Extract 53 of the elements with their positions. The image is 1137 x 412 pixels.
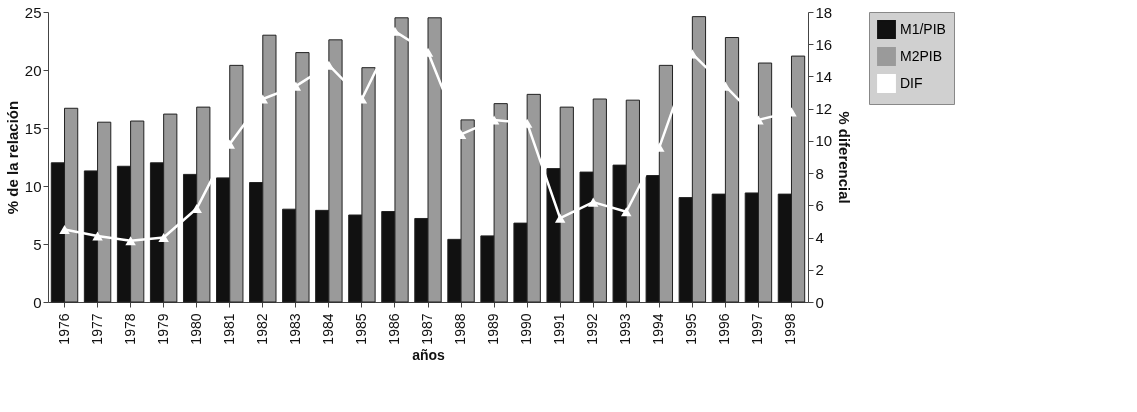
point xyxy=(125,236,136,246)
y-tick-label: 5 xyxy=(33,235,42,253)
x-tick-label: 1980 xyxy=(187,313,204,345)
y2-tick-label: 12 xyxy=(815,100,833,118)
y-tick-label: 0 xyxy=(33,293,42,311)
point xyxy=(621,207,632,217)
y2-tick-label: 0 xyxy=(815,293,824,311)
legend-label: M2PIB xyxy=(900,47,943,64)
x-tick-label: 1993 xyxy=(617,313,634,345)
x-tick-label: 1977 xyxy=(88,313,105,345)
x-tick-label: 1985 xyxy=(352,313,369,345)
x-tick-label: 1989 xyxy=(485,313,502,345)
y-tick-label: 20 xyxy=(24,61,42,79)
y2-tick-label: 8 xyxy=(815,164,824,182)
x-tick-label: 1990 xyxy=(518,313,535,345)
y-tick-label: 25 xyxy=(24,3,42,21)
x-tick-label: 1988 xyxy=(452,313,469,345)
x-tick-label: 1981 xyxy=(220,313,237,345)
x-tick-label: 1978 xyxy=(121,313,138,345)
y2-tick-label: 18 xyxy=(815,3,833,21)
point xyxy=(554,213,566,223)
x-tick-label: 1976 xyxy=(55,313,72,345)
x-tick-label: 1997 xyxy=(749,313,766,345)
x-tick-label: 1984 xyxy=(319,313,336,345)
point xyxy=(92,231,103,241)
point xyxy=(59,224,70,235)
y2-tick-label: 4 xyxy=(815,229,824,247)
y2-tick-label: 2 xyxy=(815,261,824,279)
point xyxy=(191,204,202,214)
y2-tick-label: 16 xyxy=(815,35,833,53)
legend-label: DIF xyxy=(900,74,923,91)
y-tick-label: 10 xyxy=(24,177,42,195)
legend-label: M1/PIB xyxy=(900,20,946,37)
x-tick-label: 1979 xyxy=(154,313,171,345)
x-tick-label: 1992 xyxy=(584,313,601,345)
y2-tick-label: 10 xyxy=(815,132,833,150)
x-tick-label: 1998 xyxy=(782,313,799,345)
y2-axis-title: % diferencial xyxy=(836,111,854,204)
x-tick-label: 1995 xyxy=(683,313,700,345)
y2-tick-label: 6 xyxy=(815,196,824,214)
x-tick-label: 1983 xyxy=(286,313,303,345)
y-tick-label: 15 xyxy=(24,119,42,137)
x-tick-label: 1982 xyxy=(253,313,270,345)
point xyxy=(587,197,599,207)
x-axis-title: años xyxy=(412,346,446,363)
point xyxy=(158,233,169,243)
y-axis-title: % de la relación xyxy=(3,100,21,215)
x-tick-label: 1987 xyxy=(419,313,435,345)
x-tick-label: 1996 xyxy=(716,313,733,345)
y2-tick-label: 14 xyxy=(815,67,833,85)
x-tick-label: 1991 xyxy=(551,313,568,345)
x-tick-label: 1986 xyxy=(385,313,402,345)
x-tick-label: 1994 xyxy=(650,313,667,345)
